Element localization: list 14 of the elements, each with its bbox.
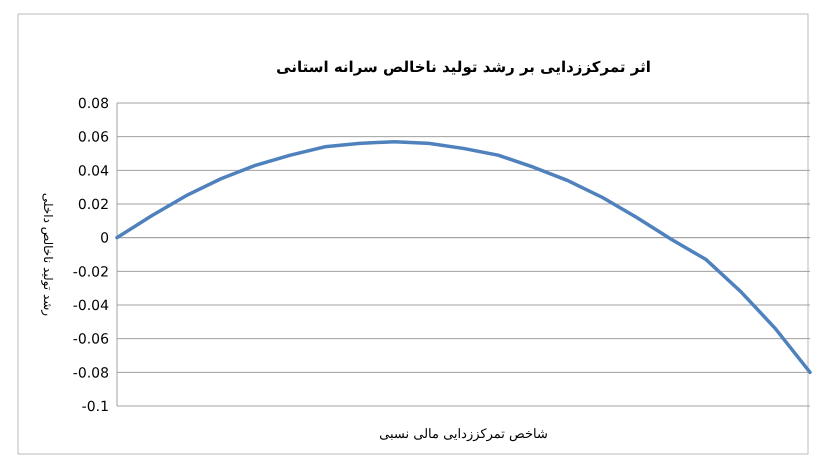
title: اثر تمرکززدایی بر رشد تولید ناخالص سرانه استانی [276, 58, 651, 76]
y-tick-label: 0 [100, 230, 109, 247]
y-tick-label: -0.1 [82, 399, 109, 415]
y-tick-label: -0.06 [72, 332, 110, 348]
y-tick-label: -0.04 [72, 298, 110, 314]
y-tick-label: 0.04 [78, 163, 110, 180]
y-axis-title: رشد تولید ناخالص داخلی [41, 192, 55, 316]
x-axis-title: شاخص تمرکززدایی مالی نسبی [379, 427, 548, 442]
y-tick-label: -0.02 [72, 264, 109, 280]
y-tick-label: 0.08 [78, 96, 109, 112]
y-tick-label: -0.08 [72, 365, 109, 382]
y-tick-label: 0.06 [78, 130, 110, 146]
y-tick-label: 0.02 [78, 197, 109, 213]
line-series [115, 140, 812, 374]
